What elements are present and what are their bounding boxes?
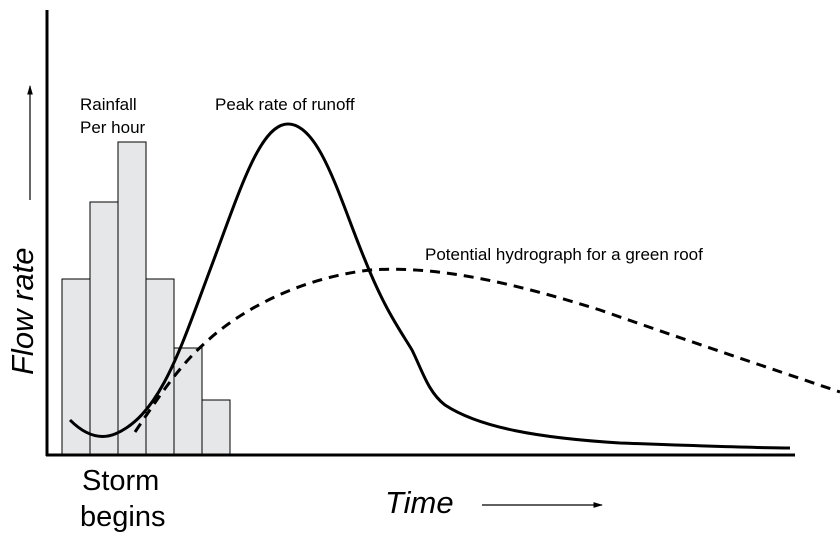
bar <box>173 347 203 456</box>
y-axis-label: Flow rate <box>5 248 40 375</box>
rainfall-label: Rainfall <box>80 95 137 114</box>
green-roof-label: Potential hydrograph for a green roof <box>425 245 703 264</box>
storm-label: Storm <box>82 465 159 497</box>
storm-label: begins <box>80 501 165 533</box>
bar <box>145 278 175 456</box>
green-roof-curve <box>133 267 840 433</box>
rainfall-bars <box>61 141 231 456</box>
bar <box>117 141 147 456</box>
x-axis-label: Time <box>385 485 454 520</box>
bar <box>61 278 91 456</box>
runoff-curve <box>68 122 791 450</box>
bar <box>201 399 231 456</box>
peak-label: Peak rate of runoff <box>215 95 355 114</box>
bar <box>89 201 119 456</box>
rainfall-label: Per hour <box>80 118 146 137</box>
